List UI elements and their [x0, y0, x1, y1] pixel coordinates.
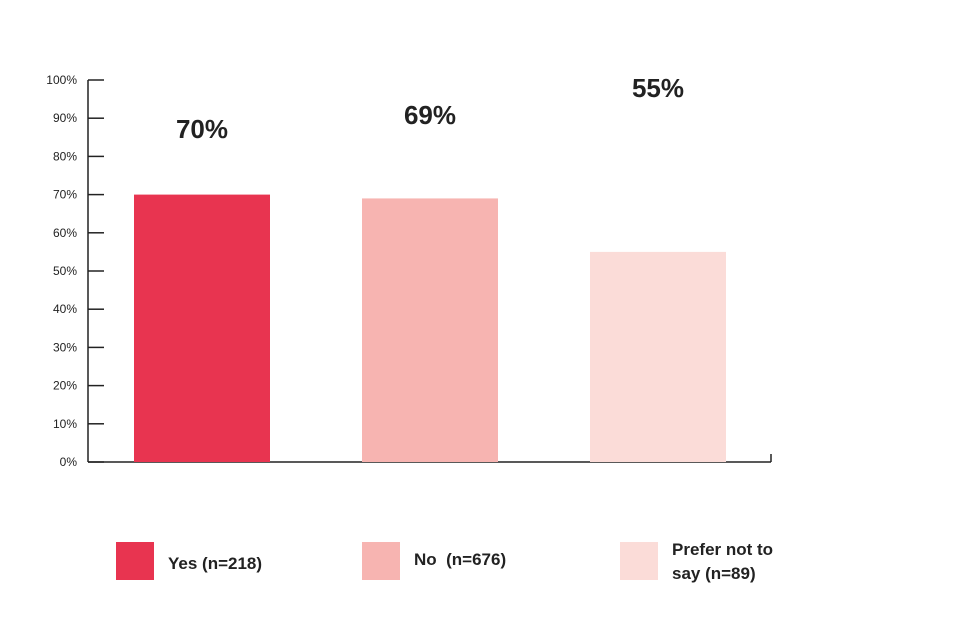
y-ticks: 0% 10% 20% 30% 40% 50% 60% 70% 80% 90% 100%: [46, 73, 104, 469]
y-tick-label: 50%: [53, 264, 77, 278]
y-tick-label: 40%: [53, 302, 77, 316]
bar: [590, 251, 726, 462]
y-tick-label: 0%: [60, 455, 78, 469]
y-tick-label: 30%: [53, 340, 77, 354]
y-tick-label: 20%: [53, 379, 77, 393]
y-tick-label: 90%: [53, 111, 77, 125]
bar: [134, 194, 270, 462]
y-tick-label: 60%: [53, 226, 77, 240]
bar: [362, 198, 498, 463]
bar-value-label: 55%: [632, 73, 684, 103]
y-tick-label: 10%: [53, 417, 77, 431]
bar-value-label: 69%: [404, 100, 456, 130]
bar-value-label: 70%: [176, 114, 228, 144]
data-labels: 70% 69% 55%: [176, 73, 684, 144]
y-tick-label: 80%: [53, 149, 77, 163]
bars: [134, 194, 726, 463]
y-tick-label: 70%: [53, 188, 77, 202]
y-tick-label: 100%: [46, 73, 77, 87]
